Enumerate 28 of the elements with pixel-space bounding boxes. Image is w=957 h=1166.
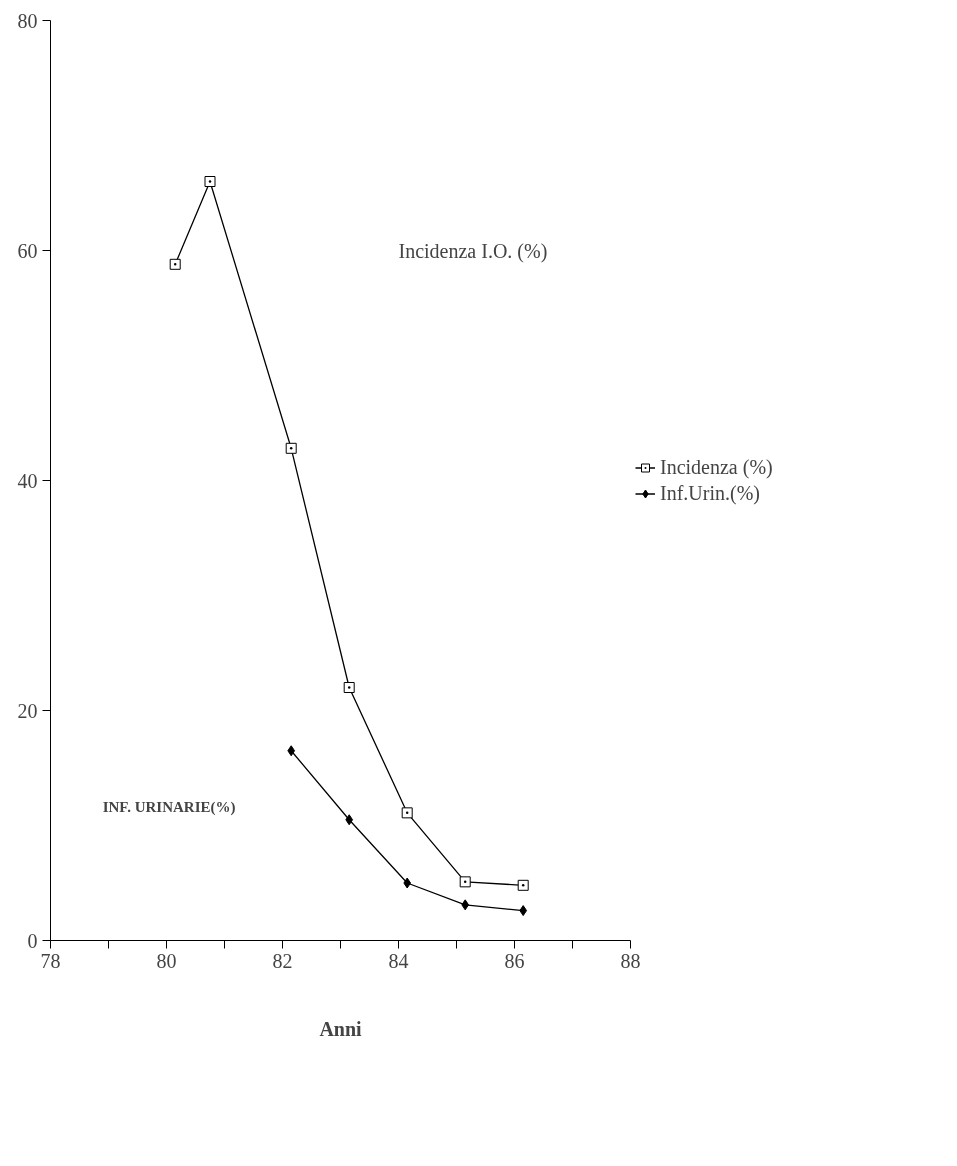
point (461, 899, 470, 911)
y-tick-label: 20 (17, 699, 38, 722)
point (343, 682, 355, 693)
y-tick-label: 0 (27, 929, 38, 952)
text: Anni (319, 1017, 363, 1040)
x-tick-label: 88 (620, 949, 641, 972)
point (459, 876, 471, 888)
legend-label: Incidenza (%) (660, 455, 773, 479)
x-tick-label: 86 (504, 949, 525, 972)
y-tick-label: 80 (17, 9, 38, 32)
x-tick-label: 84 (388, 949, 409, 972)
y-tick-label: 60 (17, 239, 38, 262)
point (517, 879, 529, 891)
point (169, 258, 181, 270)
point (401, 807, 413, 819)
point (519, 905, 528, 917)
point (345, 814, 354, 826)
y-tick-label: 40 (17, 469, 38, 492)
point (285, 442, 297, 454)
x-tick-label: 82 (272, 949, 293, 972)
point (287, 745, 296, 757)
point (204, 176, 216, 187)
annotation: INF. URINARIE(%) (102, 799, 236, 817)
annotation: Incidenza I.O. (%) (398, 239, 548, 263)
legend-label: Inf.Urin.(%) (660, 481, 760, 505)
x-tick-label: 80 (156, 949, 177, 972)
x-tick-label: 78 (40, 949, 61, 972)
point (403, 877, 412, 889)
